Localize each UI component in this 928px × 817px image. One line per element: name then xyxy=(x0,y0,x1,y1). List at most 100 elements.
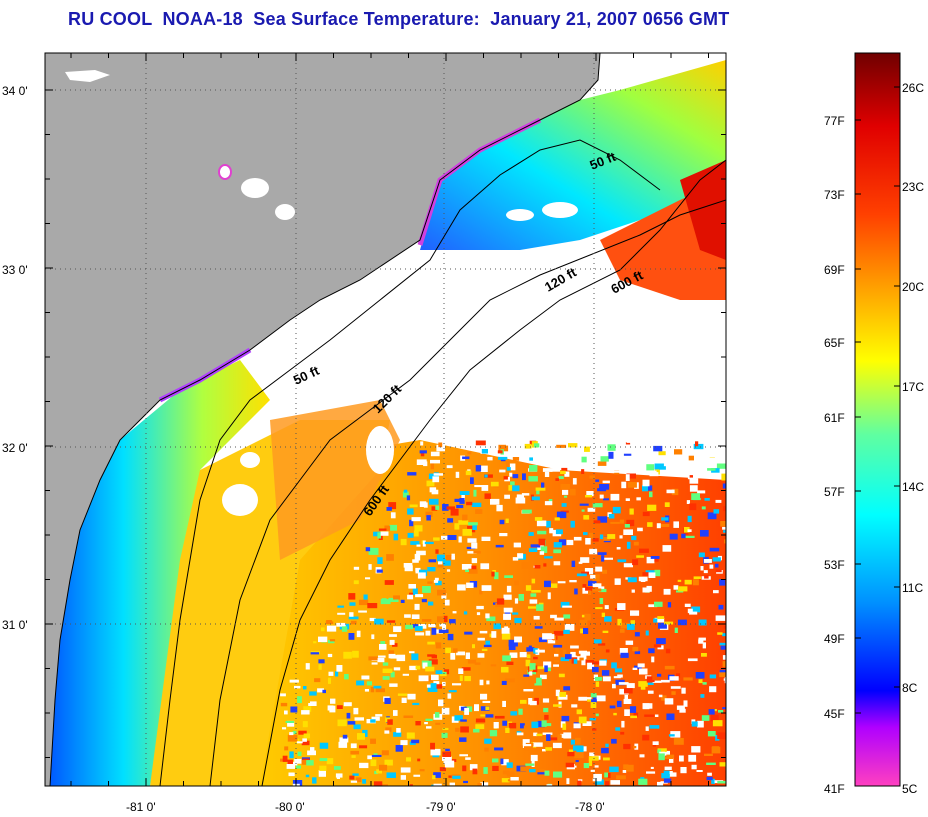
sst-speckle xyxy=(692,579,699,586)
sst-speckle xyxy=(623,468,631,473)
sst-speckle xyxy=(387,719,393,725)
sst-speckle xyxy=(368,656,378,661)
colorbar-f-label: 77F xyxy=(824,114,845,128)
sst-speckle xyxy=(444,599,450,606)
sst-speckle xyxy=(552,635,557,641)
sst-speckle xyxy=(620,652,629,658)
sst-speckle xyxy=(595,479,600,482)
isobath-600ft xyxy=(261,159,726,786)
sst-speckle xyxy=(598,643,606,646)
sst-speckle xyxy=(474,704,479,712)
sst-speckle xyxy=(538,538,546,546)
sst-speckle xyxy=(328,677,331,684)
sst-speckle xyxy=(630,620,635,626)
sst-speckle xyxy=(401,697,407,703)
sst-speckle xyxy=(382,668,393,673)
sst-speckle xyxy=(529,769,536,773)
sst-speckle xyxy=(725,708,726,712)
sst-speckle xyxy=(481,449,488,454)
sst-speckle xyxy=(531,578,536,584)
sst-speckle xyxy=(419,501,427,507)
sst-speckle xyxy=(626,764,634,772)
sst-speckle xyxy=(452,683,462,686)
sst-speckle xyxy=(290,706,298,713)
sst-speckle xyxy=(633,541,639,546)
sst-speckle xyxy=(652,470,657,476)
sst-speckle xyxy=(649,491,653,498)
sst-speckle xyxy=(389,639,395,645)
sst-speckle xyxy=(428,624,436,628)
sst-speckle xyxy=(452,611,457,614)
sst-speckle xyxy=(534,565,541,569)
sst-speckle xyxy=(633,712,639,718)
sst-speckle xyxy=(465,652,470,659)
sst-speckle xyxy=(582,587,591,594)
sst-speckle xyxy=(561,467,568,471)
sst-speckle xyxy=(595,681,600,687)
sst-speckle xyxy=(327,653,333,658)
sst-speckle xyxy=(687,529,692,532)
sst-speckle xyxy=(525,659,531,667)
sst-speckle xyxy=(326,625,337,632)
sst-speckle xyxy=(538,637,547,643)
sst-speckle xyxy=(370,686,375,693)
sst-speckle xyxy=(701,715,710,721)
sst-speckle xyxy=(428,559,437,563)
sst-speckle xyxy=(720,645,726,650)
sst-speckle xyxy=(646,771,656,774)
colorbar-f-label: 49F xyxy=(824,632,845,646)
sst-speckle xyxy=(580,653,587,660)
sst-speckle xyxy=(454,523,460,530)
sst-speckle xyxy=(337,719,347,727)
sst-speckle xyxy=(480,465,488,472)
sst-speckle xyxy=(427,641,435,645)
sst-speckle xyxy=(679,708,686,713)
sst-speckle xyxy=(703,559,712,563)
sst-speckle xyxy=(353,724,361,730)
sst-speckle xyxy=(400,775,406,780)
sst-speckle xyxy=(645,570,655,573)
sst-speckle xyxy=(319,758,328,762)
longitude-axis: -81 0' -80 0' -79 0' -78 0' xyxy=(126,800,605,814)
sst-speckle xyxy=(335,671,339,677)
sst-speckle xyxy=(509,472,513,477)
sst-speckle xyxy=(528,645,532,649)
sst-speckle xyxy=(466,546,476,550)
inland-lake xyxy=(275,204,295,220)
sst-speckle xyxy=(484,747,489,752)
sst-speckle xyxy=(452,775,461,779)
sst-speckle xyxy=(580,628,586,634)
sst-speckle xyxy=(504,575,513,578)
sst-speckle xyxy=(404,614,411,618)
colorbar-f-label: 53F xyxy=(824,558,845,572)
sst-speckle xyxy=(574,751,584,759)
sst-speckle xyxy=(611,662,617,669)
sst-speckle xyxy=(477,637,485,641)
sst-speckle xyxy=(558,673,565,678)
sst-speckle xyxy=(629,706,637,713)
sst-speckle xyxy=(415,567,421,572)
sst-speckle xyxy=(626,440,637,443)
sst-speckle xyxy=(400,538,407,546)
sst-speckle xyxy=(428,473,436,479)
sst-speckle xyxy=(559,692,567,697)
sst-speckle xyxy=(350,620,357,625)
sst-speckle xyxy=(486,616,496,622)
sst-speckle xyxy=(502,720,507,726)
sst-speckle xyxy=(625,474,630,481)
sst-speckle xyxy=(700,566,704,571)
sst-speckle xyxy=(362,779,367,784)
sst-speckle xyxy=(358,599,369,606)
sst-speckle xyxy=(420,441,424,446)
sst-speckle xyxy=(389,524,397,531)
sst-speckle xyxy=(475,465,482,472)
sst-speckle xyxy=(434,577,439,581)
graticule xyxy=(45,53,726,786)
sst-speckle xyxy=(431,627,437,635)
sst-speckle xyxy=(594,765,599,768)
sst-speckle xyxy=(648,680,655,683)
sst-speckle xyxy=(549,528,554,534)
sst-speckle xyxy=(652,680,662,683)
sst-speckle xyxy=(381,750,389,756)
sst-speckle xyxy=(459,675,463,681)
